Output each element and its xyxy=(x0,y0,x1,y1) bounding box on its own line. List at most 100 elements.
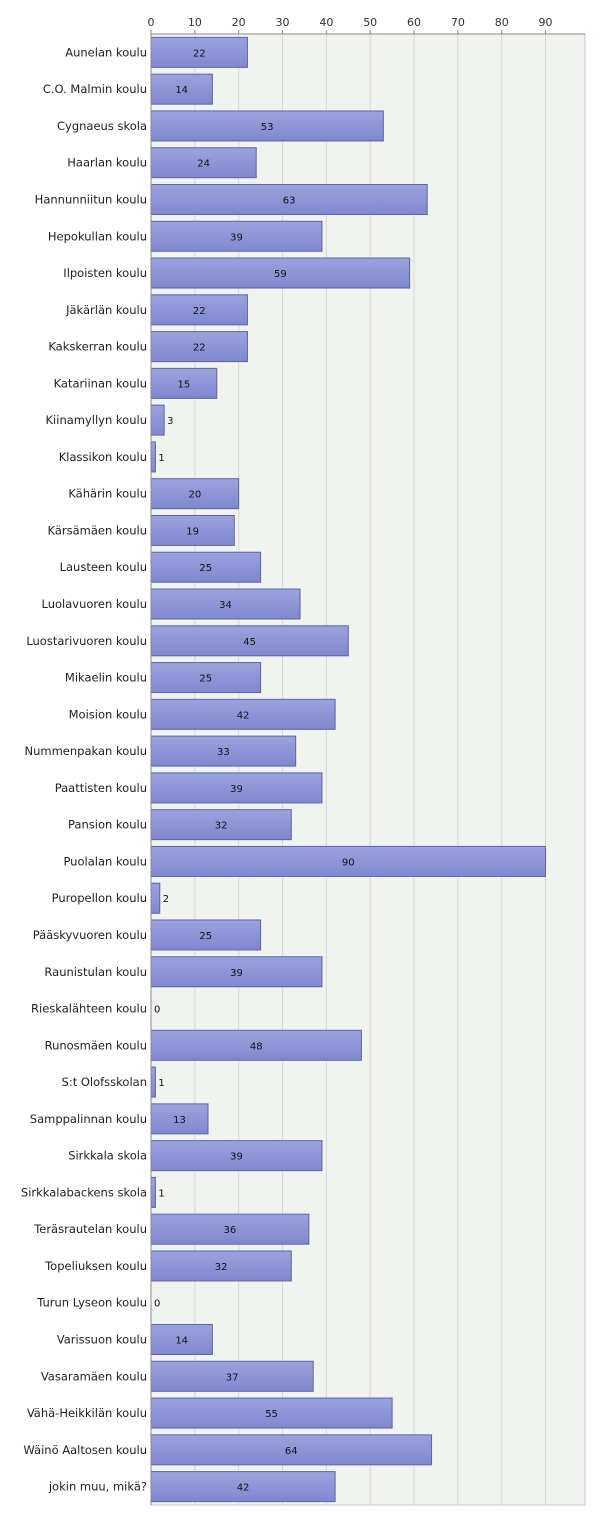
data-label: 45 xyxy=(243,637,256,648)
data-label: 22 xyxy=(193,48,206,59)
bar xyxy=(150,441,156,473)
category-label: Turun Lyseon koulu xyxy=(36,1296,147,1310)
category-label: Cygnaeus skola xyxy=(57,119,147,133)
category-label: jokin muu, mikä? xyxy=(48,1480,147,1494)
data-label: 39 xyxy=(230,1152,243,1163)
category-label: Varissuon koulu xyxy=(57,1333,147,1347)
bar xyxy=(150,367,218,399)
data-label: 39 xyxy=(230,784,243,795)
data-label: 0 xyxy=(154,1299,160,1310)
data-label: 14 xyxy=(175,85,188,96)
data-label: 39 xyxy=(230,232,243,243)
category-label: Hannunniitun koulu xyxy=(35,192,147,206)
category-label: Paattisten koulu xyxy=(55,781,147,795)
bar xyxy=(150,147,257,179)
category-label: Teräsrautelan koulu xyxy=(33,1222,147,1236)
bar xyxy=(150,1176,156,1208)
category-label: Aunelan koulu xyxy=(65,45,147,59)
bar xyxy=(150,294,248,326)
data-label: 1 xyxy=(158,453,164,464)
data-label: 0 xyxy=(154,1005,160,1016)
data-label: 34 xyxy=(219,600,232,611)
data-label: 37 xyxy=(226,1372,239,1383)
category-label: Rieskalähteen koulu xyxy=(31,1002,147,1016)
data-label: 25 xyxy=(199,563,212,574)
data-label: 33 xyxy=(217,747,230,758)
category-label: Runosmäen koulu xyxy=(45,1038,147,1052)
category-label: Pääskyvuoren koulu xyxy=(33,928,147,942)
category-label: Sirkkalabackens skola xyxy=(21,1185,147,1199)
category-label: Vasaramäen koulu xyxy=(41,1369,147,1383)
category-label: S:t Olofsskolan xyxy=(62,1075,147,1089)
bar xyxy=(150,183,428,215)
x-tick-label: 10 xyxy=(188,16,202,29)
data-label: 2 xyxy=(163,894,169,905)
data-label: 25 xyxy=(199,931,212,942)
data-label: 13 xyxy=(173,1115,186,1126)
data-label: 14 xyxy=(175,1336,188,1347)
data-label: 63 xyxy=(283,195,296,206)
data-label: 48 xyxy=(250,1041,263,1052)
category-label: Ilpoisten koulu xyxy=(63,266,147,280)
data-label: 55 xyxy=(265,1409,278,1420)
category-label: Vähä-Heikkilän koulu xyxy=(27,1406,147,1420)
bar xyxy=(150,1066,156,1098)
data-label: 42 xyxy=(237,1483,250,1494)
data-label: 22 xyxy=(193,306,206,317)
category-label: Wäinö Aaltosen koulu xyxy=(23,1443,147,1457)
category-label: Luolavuoren koulu xyxy=(42,597,147,611)
category-label: Katariinan koulu xyxy=(54,376,147,390)
category-label: Jäkärlän koulu xyxy=(65,303,147,317)
data-label: 1 xyxy=(158,1078,164,1089)
bar xyxy=(150,551,262,583)
data-label: 53 xyxy=(261,122,274,133)
category-label: Topeliuksen koulu xyxy=(44,1259,147,1273)
bar xyxy=(150,1471,336,1503)
category-label: Klassikon koulu xyxy=(59,450,147,464)
category-label: Puropellon koulu xyxy=(52,891,147,905)
category-label: Lausteen koulu xyxy=(60,560,147,574)
data-label: 22 xyxy=(193,343,206,354)
category-labels: Aunelan koulu C.O. Malmin koulu Cygnaeus s… xyxy=(21,45,147,1493)
bar xyxy=(150,882,161,914)
category-label: Haarlan koulu xyxy=(67,156,147,170)
bar xyxy=(150,331,248,363)
category-label: Kärsämäen koulu xyxy=(48,523,147,537)
category-label: Hepokullan koulu xyxy=(48,229,147,243)
data-label: 32 xyxy=(215,1262,228,1273)
category-label: Luostarivuoren koulu xyxy=(26,634,147,648)
plot-area xyxy=(150,33,586,1506)
bar xyxy=(150,257,411,289)
bar xyxy=(150,1103,209,1135)
category-label: Kiinamyllyn koulu xyxy=(46,413,147,427)
bar xyxy=(150,404,165,436)
data-label: 24 xyxy=(197,159,210,170)
data-label: 1 xyxy=(158,1188,164,1199)
data-label: 42 xyxy=(237,710,250,721)
data-label: 36 xyxy=(224,1225,237,1236)
bar xyxy=(150,1397,393,1429)
x-tick-labels: 0 10 20 30 40 50 60 70 80 90 xyxy=(148,16,553,34)
bar xyxy=(150,220,323,252)
bar xyxy=(150,698,336,730)
bar xyxy=(150,1213,310,1245)
bar xyxy=(150,36,248,68)
x-tick-label: 60 xyxy=(407,16,421,29)
bar xyxy=(150,1434,433,1466)
category-label: Puolalan koulu xyxy=(63,854,147,868)
data-label: 64 xyxy=(285,1446,298,1457)
bar xyxy=(150,1250,292,1282)
data-label: 20 xyxy=(188,490,201,501)
bar xyxy=(150,1029,362,1061)
data-label: 25 xyxy=(199,674,212,685)
category-label: Sirkkala skola xyxy=(68,1149,147,1163)
bar xyxy=(150,956,323,988)
category-label: Kakskerran koulu xyxy=(48,340,147,354)
category-label: C.O. Malmin koulu xyxy=(43,82,147,96)
x-tick-label: 70 xyxy=(451,16,465,29)
data-label: 59 xyxy=(274,269,287,280)
data-label: 3 xyxy=(167,416,173,427)
data-label: 32 xyxy=(215,821,228,832)
category-label: Kähärin koulu xyxy=(68,487,147,501)
